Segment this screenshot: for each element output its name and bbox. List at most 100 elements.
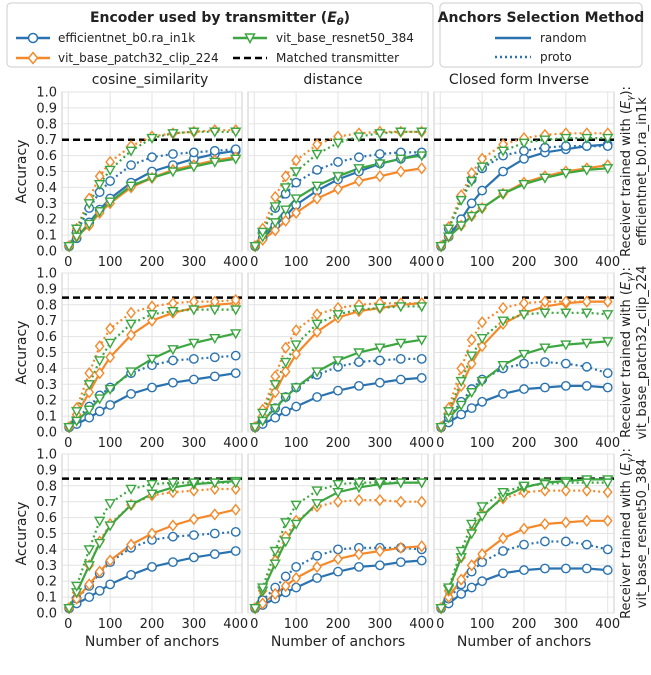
point-vit-clip-random bbox=[498, 532, 508, 545]
point-vit-clip-random bbox=[105, 351, 116, 364]
point-vit-resnet-proto bbox=[167, 306, 179, 318]
point-vit-resnet-random bbox=[311, 181, 323, 192]
point-vit-clip-random bbox=[188, 513, 199, 526]
legend-methods-title: Anchors Selection Method bbox=[438, 10, 645, 26]
point-vit-resnet-proto bbox=[442, 407, 455, 418]
x-tick-label: 400 bbox=[223, 436, 248, 451]
point-vit-resnet-proto bbox=[249, 242, 261, 253]
point-vit-resnet-proto bbox=[167, 129, 179, 140]
legend-encoders: Encoder used by transmitter (Eθ) efficie… bbox=[6, 2, 434, 68]
point-vit-clip-random bbox=[147, 527, 157, 540]
legend-entry-vit-resnet: vit_base_resnet50_384 bbox=[233, 31, 414, 45]
point-vit-clip-random bbox=[333, 552, 343, 566]
x-tick-label: 400 bbox=[409, 617, 434, 632]
y-tick-label: 0.9 bbox=[36, 463, 57, 478]
point-efficientnet-proto bbox=[168, 149, 178, 159]
y-tick-label: 0.7 bbox=[36, 314, 57, 329]
point-vit-clip-proto bbox=[581, 484, 592, 497]
y-tick-label: 0.5 bbox=[36, 346, 57, 361]
point-vit-clip-random bbox=[71, 592, 82, 605]
point-vit-clip-random bbox=[477, 340, 488, 353]
point-efficientnet-proto bbox=[581, 539, 592, 550]
point-vit-clip-random bbox=[84, 578, 95, 591]
point-efficientnet-random bbox=[188, 552, 199, 563]
y-axis-label: Accuracy bbox=[14, 502, 30, 566]
x-tick-label: 400 bbox=[409, 255, 434, 270]
point-vit-resnet-random bbox=[581, 338, 593, 349]
legend-label-vit-resnet: vit_base_resnet50_384 bbox=[276, 31, 414, 45]
x-tick-label: 200 bbox=[512, 255, 537, 270]
point-vit-resnet-proto bbox=[374, 303, 386, 314]
point-vit-resnet-proto bbox=[93, 180, 106, 191]
point-efficientnet-random bbox=[126, 388, 136, 399]
point-vit-clip-proto bbox=[477, 316, 488, 329]
point-vit-clip-random bbox=[230, 503, 241, 516]
point-vit-resnet-random bbox=[125, 181, 137, 192]
point-vit-resnet-proto bbox=[188, 127, 200, 138]
point-vit-clip-proto bbox=[94, 340, 105, 353]
point-efficientnet-random bbox=[209, 549, 220, 560]
point-efficientnet-proto bbox=[540, 536, 550, 547]
point-vit-resnet-random bbox=[93, 394, 106, 405]
point-vit-clip-proto bbox=[560, 295, 571, 308]
point-vit-resnet-proto bbox=[560, 133, 572, 145]
point-vit-resnet-proto bbox=[560, 308, 572, 319]
point-vit-clip-random bbox=[94, 565, 105, 578]
point-efficientnet-random bbox=[498, 166, 508, 177]
x-tick-label: 300 bbox=[181, 255, 206, 270]
point-vit-resnet-proto bbox=[539, 308, 551, 319]
point-vit-resnet-random bbox=[332, 356, 344, 367]
point-vit-clip-random bbox=[312, 325, 322, 338]
point-efficientnet-random bbox=[456, 589, 467, 599]
panel-r1-c0: 0.00.10.20.30.40.50.60.70.80.91.0 0 100 200… bbox=[14, 267, 248, 452]
row-label-prefix: Receiver trained with (Eγ): bbox=[619, 448, 636, 619]
panel-r0-c0: 0.00.10.20.30.40.50.60.70.80.91.0 0 100 200… bbox=[14, 86, 248, 271]
row-label-sub: γ bbox=[626, 95, 636, 101]
point-vit-resnet-proto bbox=[518, 138, 530, 149]
point-vit-resnet-random bbox=[93, 207, 106, 218]
point-vit-clip-random bbox=[105, 554, 116, 567]
legend-label-matched: Matched transmitter bbox=[276, 51, 399, 65]
point-vit-clip-random bbox=[466, 559, 477, 572]
point-vit-clip-random bbox=[416, 540, 427, 553]
point-vit-resnet-proto bbox=[476, 333, 488, 345]
y-tick-label: 0.7 bbox=[36, 495, 57, 510]
x-tick-label: 300 bbox=[553, 617, 578, 632]
point-efficientnet-random bbox=[602, 565, 613, 575]
point-efficientnet-proto bbox=[188, 353, 199, 364]
x-tick-label: 300 bbox=[553, 436, 578, 451]
point-vit-resnet-proto bbox=[602, 310, 614, 321]
point-vit-resnet-proto bbox=[353, 132, 365, 143]
legend-entry-random: random bbox=[495, 31, 587, 45]
panel-r2-c1: 0 100 200 300 400 Number of anchors bbox=[247, 453, 434, 650]
point-efficientnet-proto bbox=[602, 368, 613, 379]
point-vit-clip-random bbox=[477, 548, 488, 561]
point-vit-resnet-random bbox=[146, 489, 158, 500]
y-tick-label: 0.3 bbox=[36, 197, 57, 212]
y-tick-label: 0.7 bbox=[36, 133, 57, 148]
x-axis-label: Number of anchors bbox=[457, 634, 591, 650]
row-label-close: ): bbox=[619, 267, 634, 276]
point-vit-resnet-proto bbox=[416, 127, 428, 138]
point-vit-resnet-proto bbox=[83, 199, 95, 210]
point-efficientnet-random bbox=[188, 374, 199, 385]
point-vit-clip-random bbox=[560, 516, 571, 529]
point-vit-clip-proto bbox=[280, 170, 291, 183]
point-efficientnet-random bbox=[519, 384, 529, 394]
point-efficientnet-random bbox=[230, 368, 241, 379]
point-efficientnet-proto bbox=[416, 353, 427, 364]
point-vit-resnet-proto bbox=[70, 224, 83, 235]
point-efficientnet-random bbox=[270, 412, 281, 423]
column-title-2: Closed form Inverse bbox=[449, 72, 589, 88]
point-vit-resnet-random bbox=[83, 405, 95, 416]
point-vit-resnet-random bbox=[125, 500, 137, 511]
point-vit-resnet-proto bbox=[256, 408, 269, 419]
point-vit-resnet-random bbox=[290, 194, 302, 205]
x-tick-label: 0 bbox=[436, 617, 444, 632]
point-efficientnet-proto bbox=[333, 544, 343, 555]
point-efficientnet-random bbox=[168, 557, 178, 568]
point-vit-clip-random bbox=[333, 182, 343, 196]
point-vit-clip-proto bbox=[84, 367, 95, 380]
point-efficientnet-proto bbox=[168, 531, 178, 542]
